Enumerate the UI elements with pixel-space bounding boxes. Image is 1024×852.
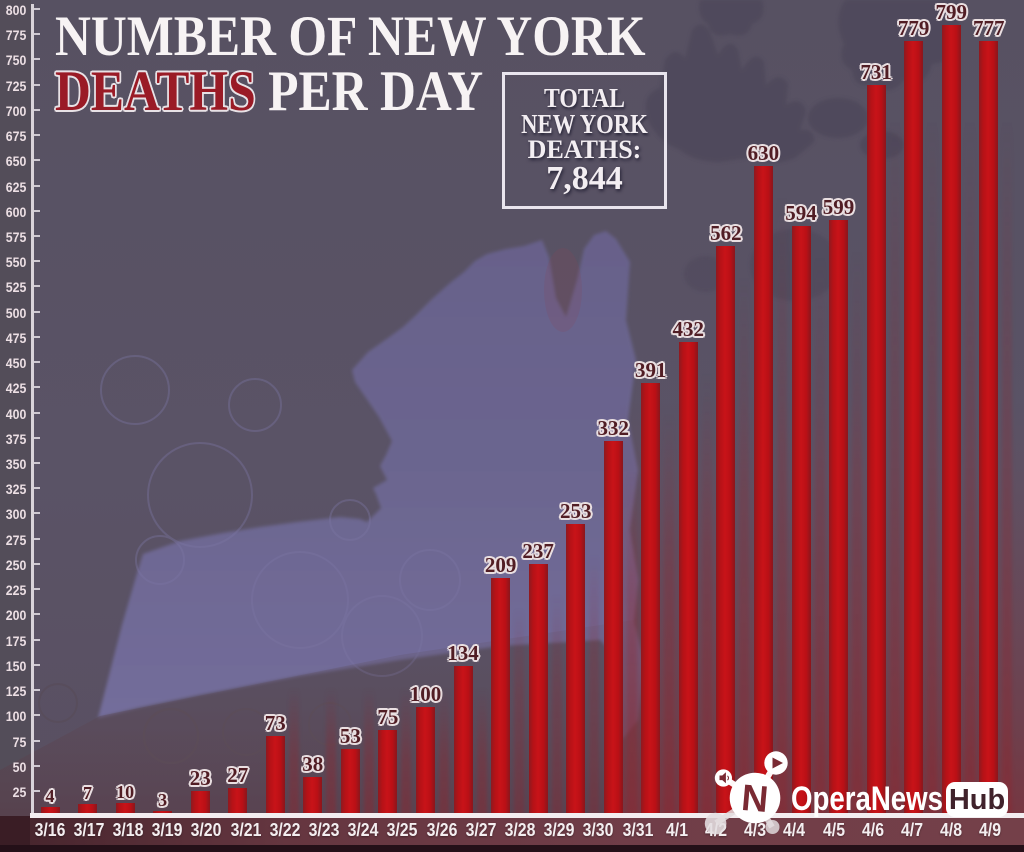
svg-text:OperaNews: OperaNews: [791, 780, 943, 818]
svg-text:N: N: [740, 777, 770, 820]
svg-text:Hub: Hub: [949, 784, 1005, 816]
